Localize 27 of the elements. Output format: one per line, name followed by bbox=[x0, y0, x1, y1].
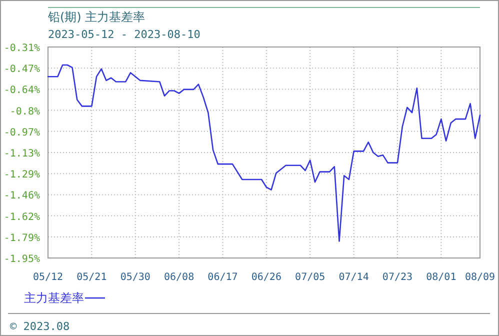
x-tick-label: 05/30 bbox=[120, 272, 150, 283]
text: © 2023.08 bbox=[10, 320, 70, 333]
legend-label: 主力基差率 bbox=[24, 291, 84, 305]
x-tick-label: 07/23 bbox=[382, 272, 413, 283]
x-tick-label: 06/17 bbox=[208, 272, 238, 283]
y-tick-label: -1.79% bbox=[4, 232, 40, 244]
y-tick-label: -1.62% bbox=[4, 212, 40, 223]
y-tick-label: -0.31% bbox=[4, 43, 40, 54]
y-tick-label: -0.47% bbox=[4, 64, 40, 76]
y-tick-label: -0.97% bbox=[4, 127, 40, 138]
x-tick-label: 05/12 bbox=[32, 272, 64, 283]
y-tick-label: -1.95% bbox=[4, 254, 40, 265]
x-tick-label: 08/01 bbox=[426, 272, 456, 283]
x-tick-label: 06/08 bbox=[164, 272, 194, 283]
line-series bbox=[47, 64, 481, 242]
x-tick-label: 08/09 bbox=[464, 272, 496, 283]
y-tick-label: -1.13% bbox=[4, 148, 40, 160]
x-tick-label: 07/14 bbox=[338, 272, 369, 283]
y-tick-label: -0.8% bbox=[10, 106, 40, 118]
y-tick-label: -1.46% bbox=[4, 190, 40, 202]
chart-subtitle: 2023-05-12 - 2023-08-10 bbox=[48, 28, 200, 41]
y-tick-label: -1.29% bbox=[4, 170, 40, 181]
x-tick-label: 07/05 bbox=[295, 272, 326, 283]
chart-title: 铅(期) 主力基差率 bbox=[47, 10, 146, 24]
y-tick-label: -0.64% bbox=[4, 85, 40, 96]
x-tick-label: 06/26 bbox=[251, 272, 282, 283]
x-tick-label: 05/21 bbox=[76, 272, 107, 283]
